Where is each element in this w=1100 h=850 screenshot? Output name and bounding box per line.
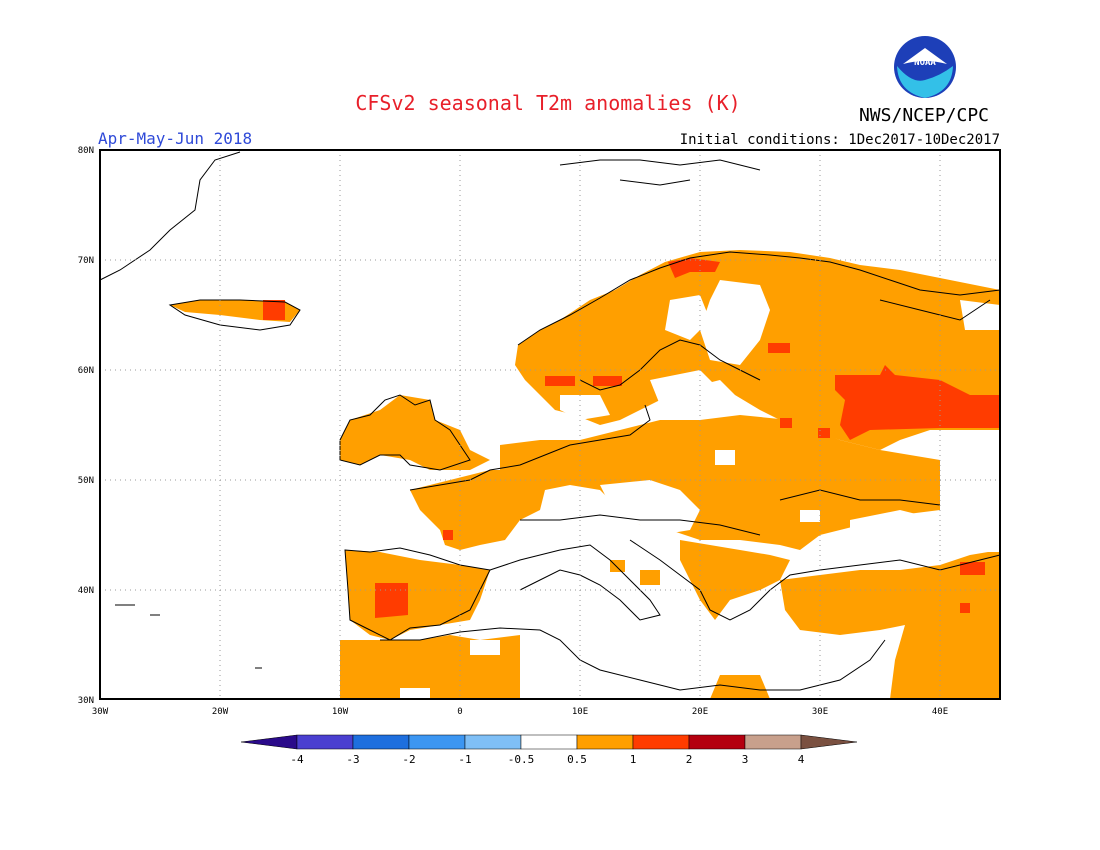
lat-label: 50N [78,476,94,486]
latitude-labels: 80N 70N 60N 50N 40N 30N [78,146,94,706]
lat-label: 30N [78,696,94,706]
colorbar-swatch [352,734,410,750]
colorbar-swatch [296,734,354,750]
colorbar-tick-label: 0.5 [567,753,587,766]
noaa-logo-text: NOAA [914,58,936,68]
map-title: CFSv2 seasonal T2m anomalies (K) [355,91,740,115]
lon-label: 10E [572,707,588,717]
colorbar-tick-label: 4 [798,753,805,766]
lon-label: 0 [457,707,462,717]
graticule [100,150,1000,699]
colorbar-tick-label: -4 [290,753,304,766]
colorbar-swatch [800,734,858,750]
agency-label: NWS/NCEP/CPC [859,105,989,126]
colorbar-swatch [576,734,634,750]
lat-label: 80N [78,146,94,156]
neutral-regions [400,280,1000,699]
lon-label: 20E [692,707,708,717]
initial-conditions-label: Initial conditions: 1Dec2017-10Dec2017 [680,132,1000,148]
lat-label: 70N [78,256,94,266]
lat-label: 40N [78,586,94,596]
colorbar-tick-label: 3 [742,753,749,766]
lon-label: 20W [212,707,229,717]
lon-label: 10W [332,707,349,717]
map-frame [99,149,1001,700]
colorbar-swatch [744,734,802,750]
colorbar: -4 -3 -2 -1 -0.5 0.5 1 2 3 4 [240,734,858,766]
lon-label: 30E [812,707,828,717]
lat-label: 60N [78,366,94,376]
period-label: Apr-May-Jun 2018 [98,129,252,148]
colorbar-tick-label: 1 [630,753,637,766]
colorbar-swatch [408,734,466,750]
colorbar-swatch [688,734,746,750]
lon-label: 40E [932,707,948,717]
longitude-labels: 30W 20W 10W 0 10E 20E 30E 40E [92,707,948,717]
lon-label: 30W [92,707,109,717]
colorbar-swatch [520,734,578,750]
colorbar-tick-label: -3 [346,753,359,766]
colorbar-swatch [240,734,298,750]
colorbar-tick-label: -2 [402,753,415,766]
colorbar-tick-label: 2 [686,753,693,766]
colorbar-tick-label: -0.5 [508,753,535,766]
colorbar-tick-label: -1 [458,753,471,766]
anomaly-red-regions [263,258,1000,618]
map-plot-area [99,149,1001,700]
colorbar-swatch [632,734,690,750]
noaa-logo: NOAA [894,36,956,98]
colorbar-swatch [464,734,522,750]
